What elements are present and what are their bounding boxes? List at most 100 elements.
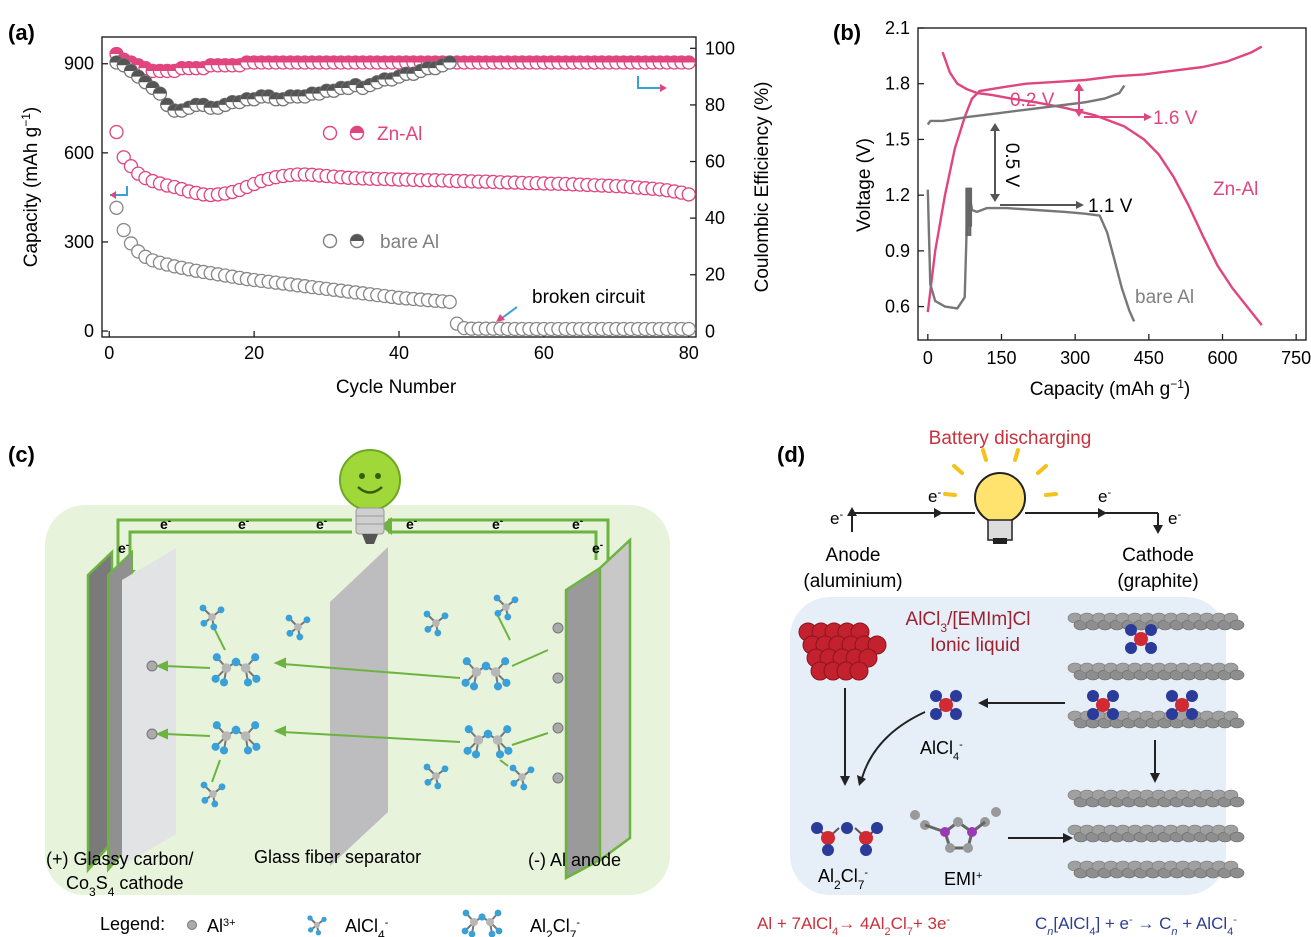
panel-a-marks bbox=[109, 46, 696, 337]
panel-b-marks bbox=[926, 45, 1263, 326]
legend-alcl4-marker bbox=[307, 915, 327, 936]
x-tick-label: 0 bbox=[104, 343, 114, 363]
anode-subtitle: (aluminium) bbox=[803, 571, 902, 592]
al2cl7-molecule-d bbox=[811, 822, 883, 856]
electron-label-d3: e- bbox=[1098, 487, 1111, 506]
y-tick-label: 1.2 bbox=[885, 185, 910, 205]
cathode-label-line1: (+) Glassy carbon/ bbox=[46, 849, 194, 869]
panel-a-y2label: Coulombic Efficiency (%) bbox=[752, 82, 773, 293]
panel-d-label: (d) bbox=[777, 442, 805, 467]
y2-tick-label: 80 bbox=[705, 95, 725, 115]
alcl4-label: AlCl4- bbox=[920, 738, 963, 763]
znal-ce-point bbox=[681, 55, 696, 70]
x-tick-label: 20 bbox=[244, 343, 264, 363]
broken-circuit-arrow bbox=[501, 306, 518, 319]
electron-label-d4: e- bbox=[1168, 509, 1181, 528]
cathode-label-line2: Co3S4 cathode bbox=[66, 873, 183, 899]
y-tick-label: 1.5 bbox=[885, 129, 910, 149]
x-tick-label: 60 bbox=[534, 343, 554, 363]
y-tick-label: 1.8 bbox=[885, 74, 910, 94]
x-tick-label: 750 bbox=[1281, 348, 1311, 368]
y-tick-label: 0 bbox=[84, 321, 94, 341]
y-tick-label: 0.6 bbox=[885, 297, 910, 317]
panel-a-xlabel: Cycle Number bbox=[336, 377, 457, 398]
glass-fiber-separator bbox=[330, 547, 388, 866]
panel-a-axes: 0 20 40 60 80 0 300 600 900 0 20 40 60 80 100 bbox=[64, 38, 735, 363]
bareal-capacity-point bbox=[442, 294, 457, 310]
al-anode-front bbox=[564, 565, 602, 881]
y2-tick-label: 40 bbox=[705, 208, 725, 228]
right-axis-arrowhead-icon bbox=[660, 84, 667, 92]
intercalated-alcl4-3 bbox=[1166, 690, 1198, 720]
right-axis-indicator-icon bbox=[637, 76, 660, 89]
circuit-wire-right-inner bbox=[388, 530, 598, 560]
cathode-equation: Cn[AlCl4] + e- → Cn + AlCl4- bbox=[1035, 914, 1237, 937]
lightbulb-icon bbox=[943, 448, 1058, 544]
intercalated-alcl4-2 bbox=[1087, 690, 1119, 720]
legend-c-molecules bbox=[307, 909, 503, 937]
panel-b: (b) 0 150 300 450 600 750 0.6 0.9 1.2 1.5 1.8 2.1 C… bbox=[833, 18, 1311, 400]
co3s4-cathode-layer bbox=[122, 548, 176, 866]
anode-label: (-) Al anode bbox=[528, 850, 621, 870]
legend-al3-label: Al3+ bbox=[207, 916, 236, 936]
panel-a: (a) 0 20 40 60 80 0 300 600 900 0 20 40 60 80 100 Cycl… bbox=[8, 20, 773, 398]
znal-discharge-curve bbox=[941, 51, 1263, 326]
annotation-0-5v: 0.5 V bbox=[1001, 143, 1022, 188]
electron-labels-d: e- e- e- e- bbox=[830, 487, 1181, 528]
legend-znal-open-marker bbox=[322, 125, 338, 141]
y-tick-label: 600 bbox=[64, 143, 94, 163]
bareal-capacity-point bbox=[681, 321, 696, 337]
lightbulb-smile-icon bbox=[339, 449, 401, 544]
al2cl7-molecule-c bbox=[211, 653, 261, 687]
al2cl7-label: Al2Cl7- bbox=[818, 866, 868, 892]
znal-capacity-point bbox=[681, 187, 696, 202]
y2-tick-label: 20 bbox=[705, 265, 725, 285]
annotation-0-2v: 0.2 V bbox=[1010, 90, 1055, 111]
al3-ions-anode bbox=[146, 622, 564, 784]
panel-c: (c) e- e- e- e- e- e- e- e- bbox=[8, 442, 670, 937]
x-tick-label: 600 bbox=[1207, 348, 1237, 368]
alcl4-molecule-c bbox=[509, 764, 535, 791]
annotation-16v-arrowhead-icon bbox=[1144, 113, 1152, 121]
alcl4-molecule-c bbox=[423, 763, 449, 790]
delta-02v-arrowheads-icon bbox=[1074, 83, 1084, 117]
panel-a-label: (a) bbox=[8, 20, 35, 45]
annotation-11v-arrowhead-icon bbox=[1076, 201, 1084, 209]
reaction-arrows bbox=[844, 688, 1156, 839]
cathode-title: Cathode bbox=[1122, 545, 1194, 566]
znal-charge-curve bbox=[926, 45, 1263, 313]
molecules-d bbox=[811, 624, 1198, 856]
electron-label-c3: e- bbox=[316, 516, 327, 533]
panel-b-xlabel: Capacity (mAh g−1) bbox=[1030, 377, 1190, 400]
left-axis-arrowhead-icon bbox=[110, 191, 116, 199]
broken-circuit-label: broken circuit bbox=[532, 287, 646, 308]
delta-05v-arrowheads-icon bbox=[990, 123, 1000, 202]
ion-flow-arrows bbox=[155, 611, 549, 783]
legend-bareal-half-fill bbox=[350, 234, 364, 241]
panel-b-ylabel: Voltage (V) bbox=[854, 138, 875, 232]
al-anode-side bbox=[598, 537, 632, 863]
annotation-1-6v: 1.6 V bbox=[1153, 108, 1198, 129]
y-tick-label: 900 bbox=[64, 54, 94, 74]
bareal-discharge-curve bbox=[926, 189, 1136, 322]
anode-title: Anode bbox=[826, 545, 881, 566]
legend-al2cl7-marker bbox=[461, 909, 503, 937]
al2cl7-molecule-c bbox=[211, 721, 261, 755]
wire-arrowhead-mid-icon bbox=[380, 517, 392, 535]
panel-b-axes: 0 150 300 450 600 750 0.6 0.9 1.2 1.5 1.8 2.1 bbox=[885, 18, 1311, 368]
discharging-title: Battery discharging bbox=[929, 428, 1092, 449]
alcl4-molecule-c bbox=[199, 604, 225, 631]
al2cl7-molecule-c bbox=[461, 657, 511, 691]
emi-label: EMI+ bbox=[944, 869, 982, 889]
alcl4-molecule-c bbox=[423, 610, 449, 637]
separator-label: Glass fiber separator bbox=[254, 847, 421, 867]
x-tick-label: 300 bbox=[1060, 348, 1090, 368]
broken-circuit-arrowhead-icon bbox=[496, 314, 505, 322]
electron-label-c4: e- bbox=[406, 516, 417, 533]
electron-label-c1: e- bbox=[160, 516, 171, 533]
graphite-layers bbox=[1067, 612, 1245, 879]
electron-label-c8: e- bbox=[592, 540, 603, 557]
electron-label-c6: e- bbox=[572, 516, 583, 533]
al2cl7-molecule-c bbox=[463, 725, 513, 759]
panel-d: (d) Battery discharging e- e- bbox=[757, 428, 1245, 937]
